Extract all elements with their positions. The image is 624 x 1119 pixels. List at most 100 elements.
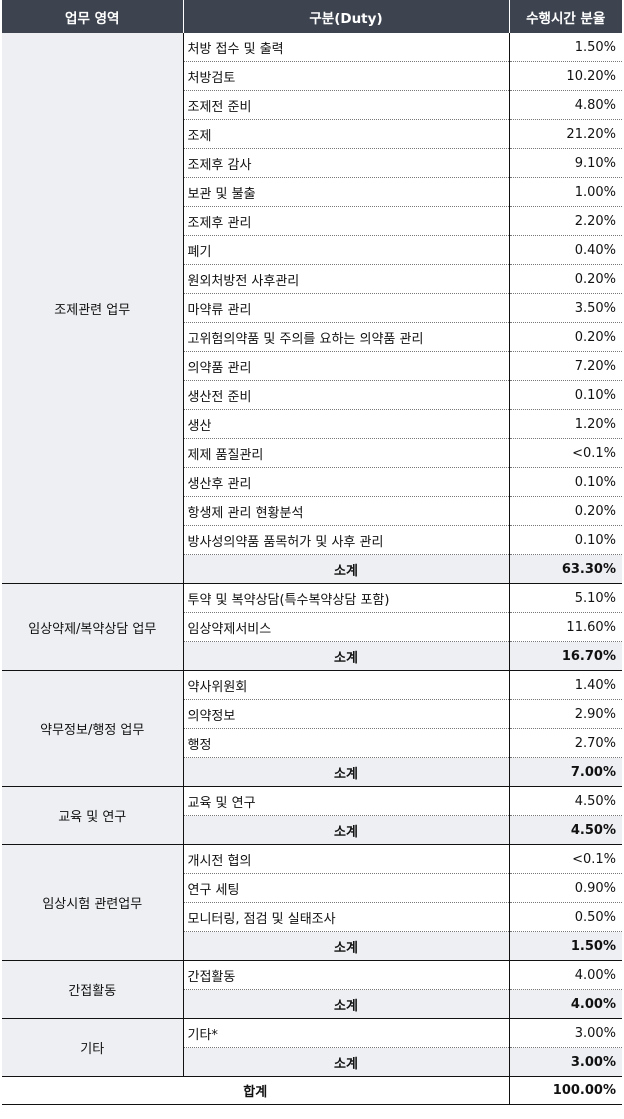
area-cell: 조제관련 업무 <box>2 33 184 584</box>
subtotal-share: 4.50% <box>509 815 622 845</box>
table-row: 임상약제/복약상담 업무 투약 및 복약상담(특수복약상담 포함) 5.10% <box>2 583 622 671</box>
table-row: 마약류 관리 3.50% <box>2 293 622 323</box>
table-body: 조제관련 업무 처방 접수 및 출력 1.50% 처방검토 10.20% 조제전 준비 4.… <box>2 33 622 1077</box>
duty-cell: 폐기 <box>183 235 510 265</box>
subtotal-label: 소계 <box>183 641 510 671</box>
share-cell: 0.10% <box>509 467 622 497</box>
share-cell: 5.10% <box>509 583 622 613</box>
area-cell: 교육 및 연구 <box>2 786 184 845</box>
table-row: 생산 1.20% <box>2 409 622 439</box>
table-row: 교육 및 연구 교육 및 연구 4.50% <box>2 786 622 845</box>
duty-cell: 생산 <box>183 409 510 439</box>
duty-cell: 조제후 관리 <box>183 206 510 236</box>
subtotal-share: 3.00% <box>509 1047 622 1077</box>
duty-cell: 조제전 준비 <box>183 90 510 120</box>
table-row: 모니터링, 점검 및 실태조사 0.50% <box>2 902 622 932</box>
share-cell: <0.1% <box>509 438 622 468</box>
subtotal-label: 소계 <box>183 1047 510 1077</box>
duty-cell: 생산전 준비 <box>183 380 510 410</box>
share-cell: 2.70% <box>509 728 622 758</box>
table-row: 보관 및 불출 1.00% <box>2 177 622 207</box>
subtotal-row: 소계 4.00% <box>2 989 622 1019</box>
total-share: 100.00% <box>509 1076 622 1105</box>
area-cell: 임상약제/복약상담 업무 <box>2 583 184 671</box>
table-row: 원외처방전 사후관리 0.20% <box>2 264 622 294</box>
table-row: 연구 세팅 0.90% <box>2 873 622 903</box>
table-row: 방사성의약품 품목허가 및 사후 관리 0.10% <box>2 525 622 555</box>
table-row: 조제관련 업무 처방 접수 및 출력 1.50% <box>2 33 622 584</box>
table-row: 처방검토 10.20% <box>2 61 622 91</box>
header-row: 업무 영역 구분(Duty) 수행시간 분율 <box>2 0 622 33</box>
duty-cell: 연구 세팅 <box>183 873 510 903</box>
share-cell: 21.20% <box>509 119 622 149</box>
table-row: 항생제 관리 현황분석 0.20% <box>2 496 622 526</box>
total-row: 합계 100.00% <box>2 1076 622 1105</box>
subtotal-row: 소계 4.50% <box>2 815 622 845</box>
table-row: 조제후 관리 2.20% <box>2 206 622 236</box>
share-cell: 1.20% <box>509 409 622 439</box>
share-cell: 1.00% <box>509 177 622 207</box>
area-cell: 기타 <box>2 1018 184 1077</box>
share-cell: 3.50% <box>509 293 622 323</box>
share-cell: 4.50% <box>509 786 622 816</box>
header-area: 업무 영역 <box>2 0 183 33</box>
table-row: 임상시험 관련업무 개시전 협의 <0.1% <box>2 844 622 961</box>
subtotal-label: 소계 <box>183 989 510 1019</box>
share-cell: 2.90% <box>509 699 622 729</box>
duty-cell: 의약정보 <box>183 699 510 729</box>
share-cell: 4.00% <box>509 960 622 990</box>
share-cell: 0.20% <box>509 322 622 352</box>
table-row: 폐기 0.40% <box>2 235 622 265</box>
subtotal-share: 4.00% <box>509 989 622 1019</box>
subtotal-row: 소계 7.00% <box>2 757 622 787</box>
table-row: 간접활동 간접활동 4.00% <box>2 960 622 1019</box>
subtotal-row: 소계 1.50% <box>2 931 622 961</box>
area-cell: 임상시험 관련업무 <box>2 844 184 961</box>
header-share: 수행시간 분율 <box>508 0 622 33</box>
duty-cell: 임상약제서비스 <box>183 612 510 642</box>
table-row: 생산전 준비 0.10% <box>2 380 622 410</box>
table-row: 조제 21.20% <box>2 119 622 149</box>
duty-cell: 고위험의약품 및 주의를 요하는 의약품 관리 <box>183 322 510 352</box>
table-row: 생산후 관리 0.10% <box>2 467 622 497</box>
duty-cell: 처방 접수 및 출력 <box>183 33 510 62</box>
table-row: 약무정보/행정 업무 약사위원회 1.40% <box>2 670 622 787</box>
share-cell: 1.50% <box>509 33 622 62</box>
duty-cell: 투약 및 복약상담(특수복약상담 포함) <box>183 583 510 613</box>
share-cell: 4.80% <box>509 90 622 120</box>
duty-cell: 항생제 관리 현황분석 <box>183 496 510 526</box>
share-cell: 1.40% <box>509 670 622 700</box>
table-row: 조제후 감사 9.10% <box>2 148 622 178</box>
share-cell: <0.1% <box>509 844 622 874</box>
subtotal-label: 소계 <box>183 815 510 845</box>
duty-cell: 생산후 관리 <box>183 467 510 497</box>
share-cell: 3.00% <box>509 1018 622 1048</box>
share-cell: 7.20% <box>509 351 622 381</box>
duty-cell: 개시전 협의 <box>183 844 510 874</box>
share-cell: 0.40% <box>509 235 622 265</box>
duty-cell: 간접활동 <box>183 960 510 990</box>
share-cell: 0.20% <box>509 496 622 526</box>
subtotal-share: 16.70% <box>509 641 622 671</box>
duty-cell: 약사위원회 <box>183 670 510 700</box>
area-cell: 약무정보/행정 업무 <box>2 670 184 787</box>
subtotal-label: 소계 <box>183 554 510 584</box>
share-cell: 0.10% <box>509 380 622 410</box>
table-row: 임상약제서비스 11.60% <box>2 612 622 642</box>
table-row: 고위험의약품 및 주의를 요하는 의약품 관리 0.20% <box>2 322 622 352</box>
share-cell: 0.20% <box>509 264 622 294</box>
table-row: 의약정보 2.90% <box>2 699 622 729</box>
duty-cell: 제제 품질관리 <box>183 438 510 468</box>
duty-cell: 원외처방전 사후관리 <box>183 264 510 294</box>
subtotal-share: 1.50% <box>509 931 622 961</box>
share-cell: 0.10% <box>509 525 622 555</box>
subtotal-share: 63.30% <box>509 554 622 584</box>
subtotal-row: 소계 16.70% <box>2 641 622 671</box>
share-cell: 11.60% <box>509 612 622 642</box>
total-label: 합계 <box>2 1076 510 1105</box>
table-row: 제제 품질관리 <0.1% <box>2 438 622 468</box>
share-cell: 9.10% <box>509 148 622 178</box>
duty-cell: 조제 <box>183 119 510 149</box>
subtotal-share: 7.00% <box>509 757 622 787</box>
